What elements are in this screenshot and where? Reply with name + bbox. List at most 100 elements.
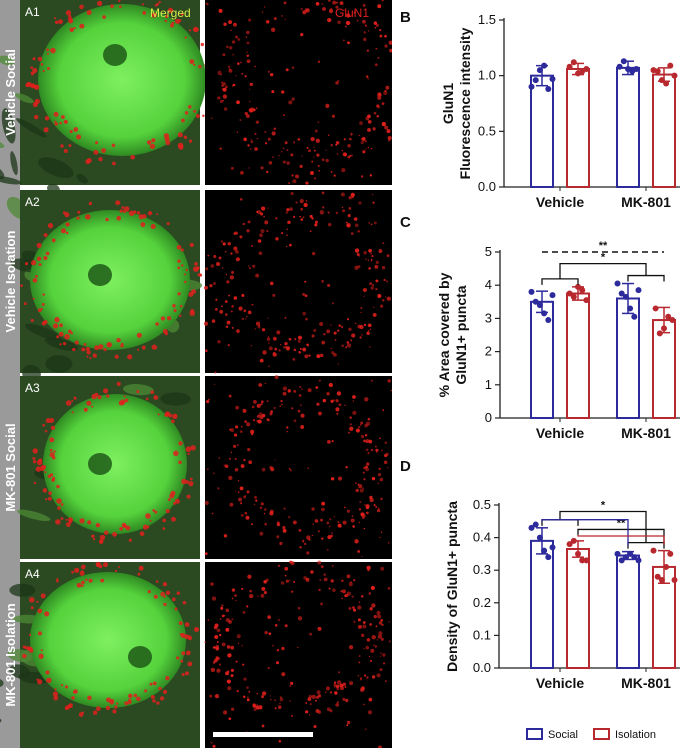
micrograph-row: A2 Vehicle Isolation [3,190,392,383]
nucleolus [88,453,112,475]
y-tick-label: 2 [485,344,492,359]
glun1-image [205,190,392,373]
y-tick-label: 0.3 [473,562,491,577]
y-tick-label: 1.5 [478,12,496,27]
data-point [536,302,543,309]
x-category-label: MK-801 [621,425,671,441]
row-tag: A4 [25,567,40,581]
data-point [667,62,674,69]
y-tick-label: 3 [485,310,492,325]
group-bracket [627,541,665,549]
y-tick-label: 0.2 [473,595,491,610]
data-point [620,58,627,65]
x-category-label: Vehicle [536,675,584,691]
data-point [616,63,623,70]
data-point [583,65,590,72]
bar [566,548,590,670]
bar [530,539,554,669]
y-axis-label-line: GluN1 [440,83,456,124]
data-point [650,547,657,554]
data-point [566,63,573,70]
panel-letter: D [400,458,411,475]
cell-body [43,394,187,534]
row-tag: A1 [25,5,40,19]
data-point [654,68,661,75]
data-point [663,563,670,570]
data-point [528,288,535,295]
data-point [536,67,543,74]
y-tick-label: 0.0 [473,660,491,675]
data-point [627,550,634,557]
data-point [528,524,535,531]
data-point [541,62,548,69]
y-tick-label: 0.1 [473,627,491,642]
data-point [671,576,678,583]
row-tag: A2 [25,195,40,209]
data-point [631,554,638,561]
row-tag: A3 [25,381,40,395]
cell-body [30,572,186,708]
nucleolus [103,44,127,66]
chart-b: B 0.0 0.5 1.0 1.5 GluN1Fluorescence intensity… [400,9,680,210]
x-category-label: MK-801 [621,194,671,210]
y-axis-label-line: GluN1+ puncta [453,285,469,384]
y-tick-label: 1.0 [478,68,496,83]
group-bracket [627,274,665,282]
y-tick-label: 0.5 [473,497,491,512]
bar [566,292,590,419]
bar [616,554,640,670]
data-point [545,317,552,324]
data-point [622,554,629,561]
data-point [661,325,667,332]
panel-letter: C [400,214,411,231]
x-category-label: MK-801 [621,675,671,691]
data-point [614,550,621,557]
data-point [579,287,586,294]
data-point [532,298,539,305]
chart-c: C 0 1 2 3 4 5 % Area covered byGluN1+ puncta Veh… [400,214,680,441]
data-point [631,313,638,320]
y-axis-label-line: Density of GluN1+ puncta [444,501,460,672]
group-bracket [541,278,579,285]
data-point [652,305,659,312]
legend-label: Social [548,729,578,741]
data-point [614,280,621,287]
data-point [671,72,678,79]
data-point [665,313,672,320]
data-point [669,317,676,324]
legend-swatch [526,728,543,740]
x-category-label: Vehicle [536,425,584,441]
y-tick-label: 0 [485,410,492,425]
significance-label: * [601,252,606,264]
data-point [575,550,581,557]
label-strip [0,0,20,748]
micrograph-row: A1 Vehicle Social [0,0,392,237]
data-point [549,544,556,551]
row-label: MK-801 Isolation [3,603,18,706]
bar [652,73,676,188]
data-point [618,290,625,297]
bar [652,319,676,419]
data-point [635,287,642,294]
glun1-image [205,562,392,748]
y-tick-label: 4 [485,277,492,292]
y-tick-label: 0.5 [478,123,496,138]
legend-swatch [593,728,610,740]
group-bracket [541,519,579,526]
data-point [583,557,590,564]
glun1-title: GluN1 [335,6,369,20]
significance-bracket [541,519,629,546]
nucleolus [88,264,112,286]
data-point [541,310,548,317]
data-point [570,537,577,544]
data-point [654,573,661,580]
y-axis-label: Density of GluN1+ puncta [444,501,460,672]
data-point [575,283,581,290]
row-label: Vehicle Social [3,49,18,136]
data-point [635,557,642,564]
bar [530,74,554,188]
data-point [656,330,663,337]
data-point [618,557,625,564]
data-point [541,547,548,554]
panel-letter: B [400,9,411,26]
